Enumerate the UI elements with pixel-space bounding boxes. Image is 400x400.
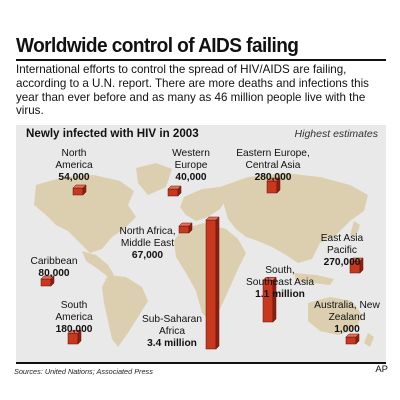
bar-top (40, 275, 55, 280)
region-value: 180,000 (55, 324, 93, 335)
chart-title: Worldwide control of AIDS failing (16, 34, 299, 57)
hiv-bar (262, 276, 277, 323)
bar-top (72, 184, 87, 189)
source-note: Sources: United Nations; Associated Pres… (14, 367, 153, 376)
region-value: 1,000 (334, 324, 360, 335)
map-subtitle: Newly infected with HIV in 2003 (26, 127, 199, 140)
bar-top (262, 277, 277, 281)
region-value: 40,000 (175, 172, 207, 183)
world-map (34, 163, 374, 350)
region-label-caribbean: Caribbean 80,000 (24, 256, 84, 280)
hiv-bar (67, 329, 82, 345)
bar-side (215, 216, 220, 350)
new-zealand-landmass (364, 333, 374, 347)
hiv-bar (72, 184, 87, 196)
footer-divider (16, 362, 386, 364)
region-label-north-america: North America 54,000 (44, 148, 104, 184)
region-name: South, Southeast Asia (246, 265, 314, 288)
region-value: 270,000 (323, 257, 361, 268)
hiv-bar (266, 177, 281, 194)
region-label-western-europe: Western Europe 40,000 (165, 148, 217, 184)
north-america-landmass (34, 175, 136, 253)
region-name: Caribbean (30, 256, 78, 267)
region-value: 3.4 million (147, 338, 197, 349)
region-label-east-asia-pacific: East Asia Pacific 270,000 (312, 233, 372, 269)
region-name: North America (55, 148, 93, 171)
region-label-australia: Australia, New Zealand 1,000 (312, 300, 382, 336)
south-america-landmass (102, 275, 148, 347)
hiv-bar (345, 333, 360, 345)
region-name: Australia, New Zealand (314, 300, 380, 323)
title-divider (16, 59, 386, 61)
region-value: 80,000 (38, 268, 70, 279)
region-value: 54,000 (58, 172, 90, 183)
hiv-bar (349, 257, 364, 274)
region-name: Eastern Europe, Central Asia (236, 148, 310, 171)
asia-landmass (220, 173, 368, 263)
estimates-note: Highest estimates (294, 128, 378, 140)
bar-top (167, 185, 182, 190)
region-value: 1.1 million (255, 289, 305, 300)
australia-landmass (308, 297, 362, 335)
bars-layer (40, 177, 364, 350)
bar-top (205, 216, 220, 221)
bar-top (349, 257, 364, 262)
region-name: Western Europe (172, 148, 210, 171)
region-name: Sub-Saharan Africa (141, 314, 203, 337)
region-label-south-america: South America 180,000 (44, 300, 104, 336)
bar-top (67, 329, 82, 334)
intro-text: International efforts to control the spr… (16, 63, 369, 118)
bar-top (178, 222, 193, 227)
region-name: North Africa, Middle East (119, 226, 176, 249)
hiv-bar (205, 216, 220, 350)
region-name: South America (55, 300, 93, 323)
bar-front (72, 187, 84, 196)
bar-top (345, 333, 360, 338)
indonesia-landmass (294, 273, 334, 285)
region-value: 280,000 (254, 172, 292, 183)
bar-top (266, 177, 281, 182)
hiv-bar (178, 222, 193, 234)
japan-landmass (350, 221, 360, 237)
hiv-bar (40, 275, 55, 287)
region-label-eastern-europe: Eastern Europe, Central Asia 280,000 (232, 148, 314, 184)
region-label-south-asia: South, Southeast Asia 1.1 million (242, 265, 318, 301)
ap-credit: AP (375, 364, 388, 375)
hiv-bar (167, 185, 182, 197)
region-value: 67,000 (131, 250, 164, 261)
region-name: East Asia Pacific (320, 233, 364, 256)
region-label-north-africa: North Africa, Middle East 67,000 (110, 226, 185, 262)
bar-front (40, 278, 52, 287)
region-label-sub-saharan-africa: Sub-Saharan Africa 3.4 million (130, 314, 214, 350)
europe-landmass (180, 187, 228, 221)
bar-front (345, 336, 357, 345)
central-america-landmass (82, 251, 114, 277)
bar-front (167, 188, 179, 197)
greenland-landmass (136, 163, 172, 195)
